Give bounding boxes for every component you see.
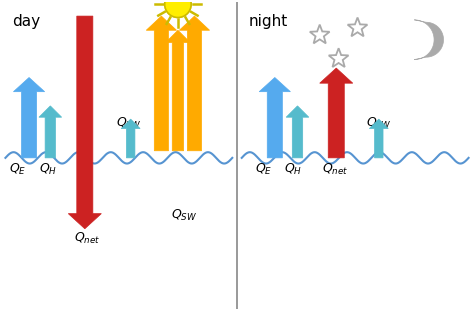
Polygon shape bbox=[13, 77, 45, 158]
Polygon shape bbox=[121, 119, 140, 158]
Text: $Q_H$: $Q_H$ bbox=[284, 162, 302, 177]
Text: $Q_E$: $Q_E$ bbox=[255, 162, 273, 177]
Polygon shape bbox=[179, 16, 210, 151]
Polygon shape bbox=[369, 119, 388, 158]
Circle shape bbox=[164, 0, 191, 17]
Polygon shape bbox=[414, 20, 444, 60]
Polygon shape bbox=[259, 77, 291, 158]
Text: night: night bbox=[249, 14, 288, 29]
Polygon shape bbox=[286, 106, 309, 158]
Polygon shape bbox=[146, 16, 176, 151]
Polygon shape bbox=[319, 68, 353, 158]
Polygon shape bbox=[39, 106, 62, 158]
Polygon shape bbox=[165, 30, 190, 151]
Text: $Q_{LW}$: $Q_{LW}$ bbox=[366, 116, 392, 131]
Text: $Q_H$: $Q_H$ bbox=[38, 162, 57, 177]
Text: $Q_{LW}$: $Q_{LW}$ bbox=[117, 116, 142, 131]
Text: $Q_E$: $Q_E$ bbox=[9, 162, 27, 177]
Text: $Q_{SW}$: $Q_{SW}$ bbox=[171, 207, 197, 223]
Text: day: day bbox=[12, 14, 41, 29]
Text: $Q_{net}$: $Q_{net}$ bbox=[322, 162, 348, 177]
Polygon shape bbox=[68, 16, 101, 229]
Text: $Q_{net}$: $Q_{net}$ bbox=[74, 231, 100, 246]
